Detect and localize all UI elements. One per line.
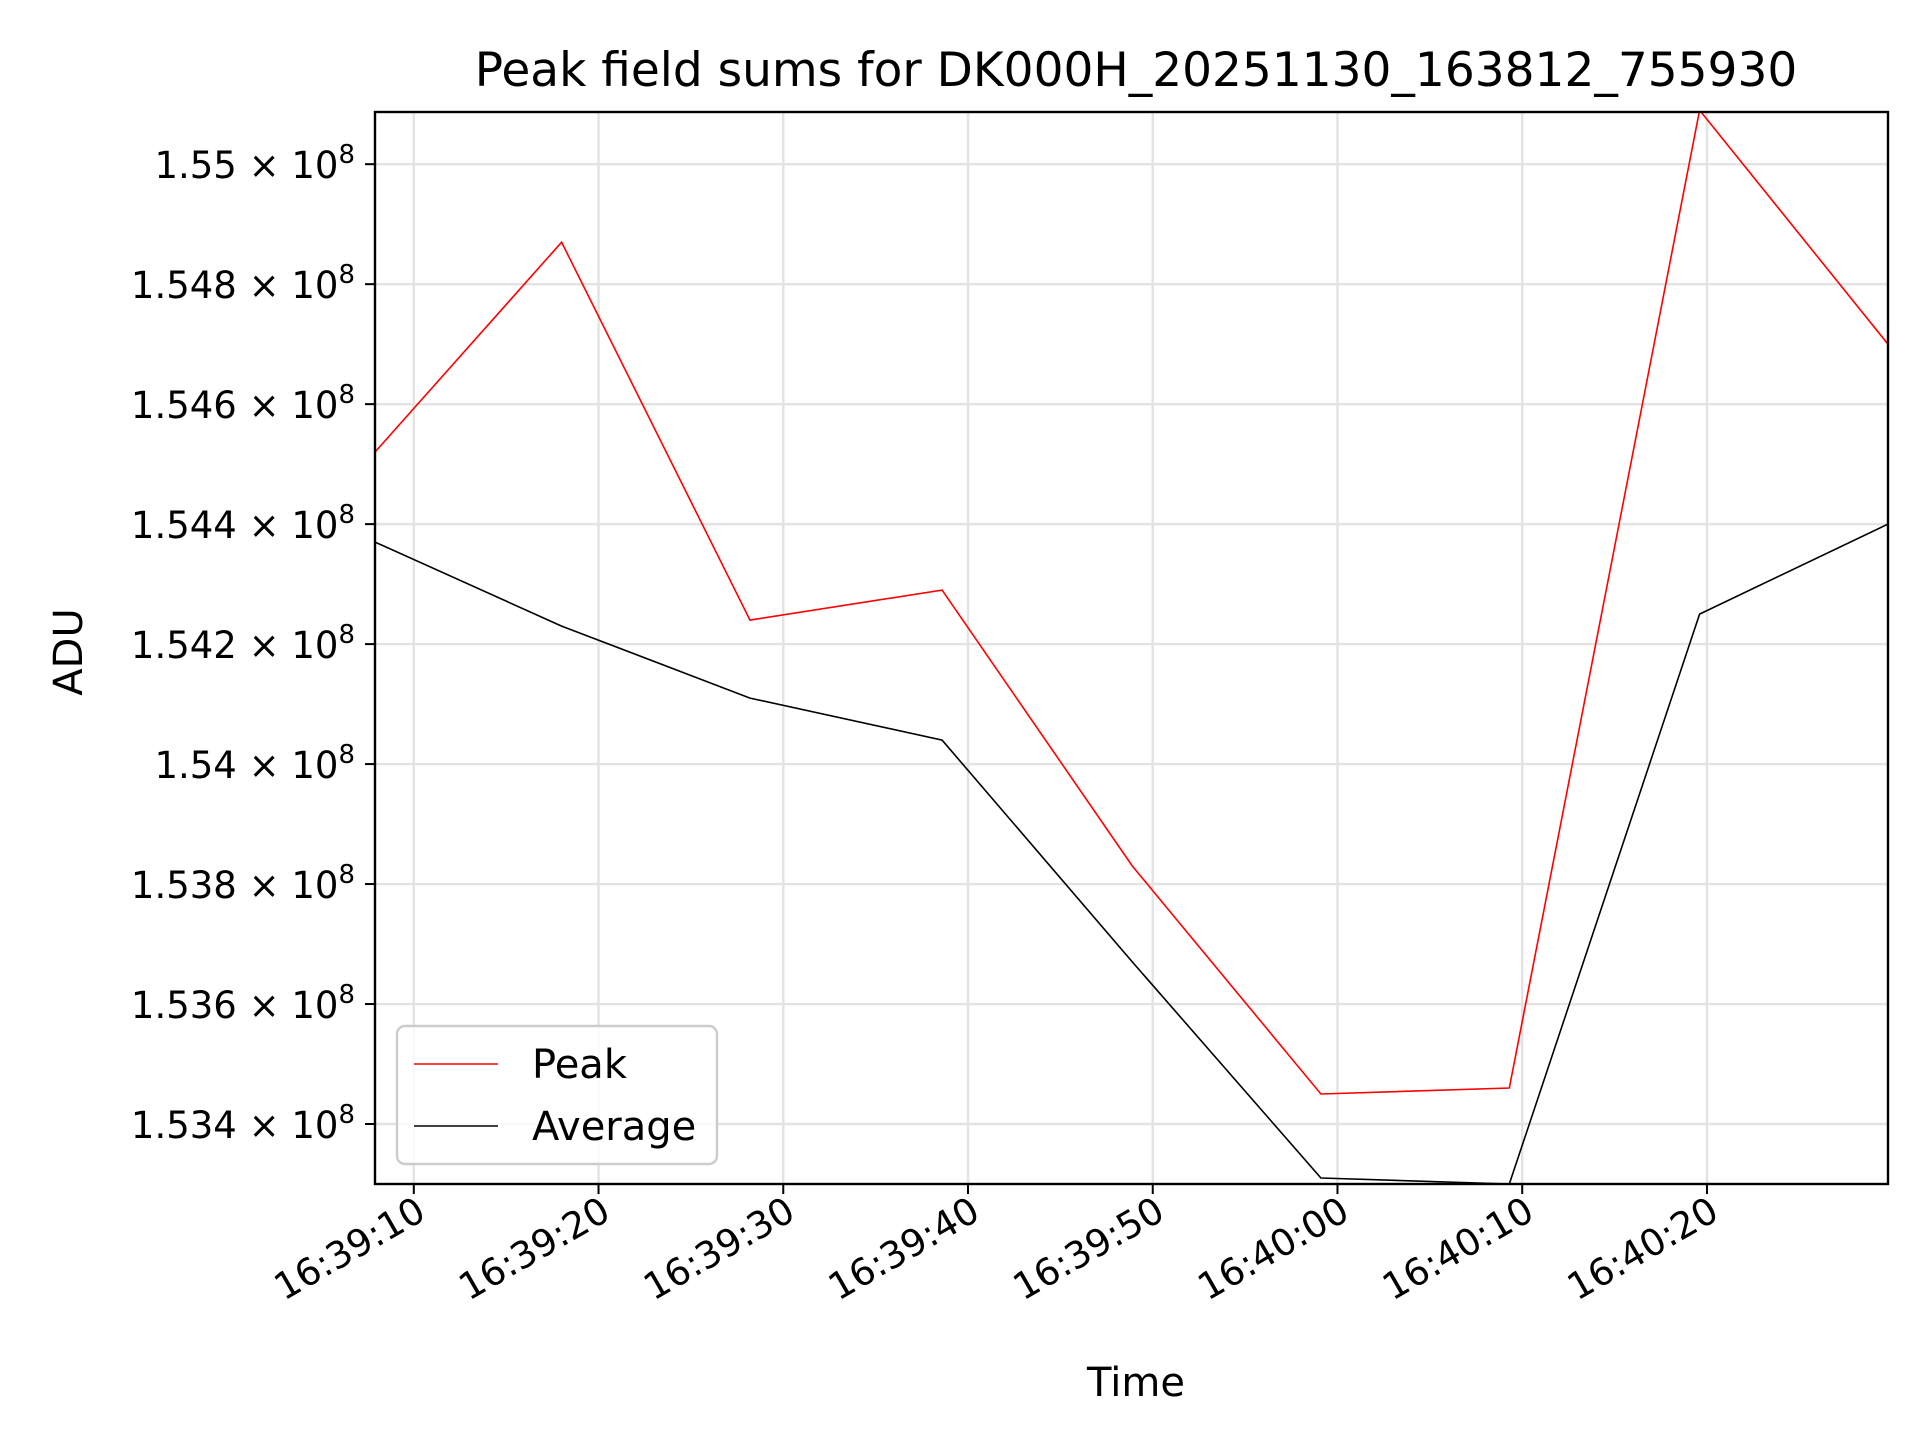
y-tick-label: 1.55 × 108 — [154, 140, 355, 187]
legend-box — [395, 1024, 719, 1166]
y-tick-label: 1.534 × 108 — [131, 1100, 355, 1147]
legend-average-label: Average — [532, 1104, 696, 1150]
y-axis: 1.534 × 108 1.536 × 108 1.538 × 108 1.54 × … — [131, 140, 375, 1147]
x-axis-label: Time — [1086, 1360, 1185, 1406]
series-line-average — [375, 523, 1888, 1184]
y-tick-label: 1.542 × 108 — [131, 620, 355, 667]
series-line-peak — [375, 112, 1888, 1095]
y-tick-label: 1.536 × 108 — [131, 980, 355, 1027]
y-tick-label: 1.548 × 108 — [131, 260, 355, 307]
y-tick-label: 1.544 × 108 — [131, 500, 355, 547]
y-tick-label: 1.538 × 108 — [131, 860, 355, 907]
y-axis-label: ADU — [46, 608, 92, 695]
y-tick-label: 1.54 × 108 — [154, 740, 355, 787]
plot-frame — [373, 110, 1890, 1186]
legend: Peak Average — [395, 1024, 719, 1166]
legend-peak-label: Peak — [532, 1042, 628, 1088]
plot-series — [375, 112, 1888, 1184]
y-tick-label: 1.546 × 108 — [131, 380, 355, 427]
chart-title: Peak field sums for DK000H_20251130_1638… — [475, 43, 1798, 98]
